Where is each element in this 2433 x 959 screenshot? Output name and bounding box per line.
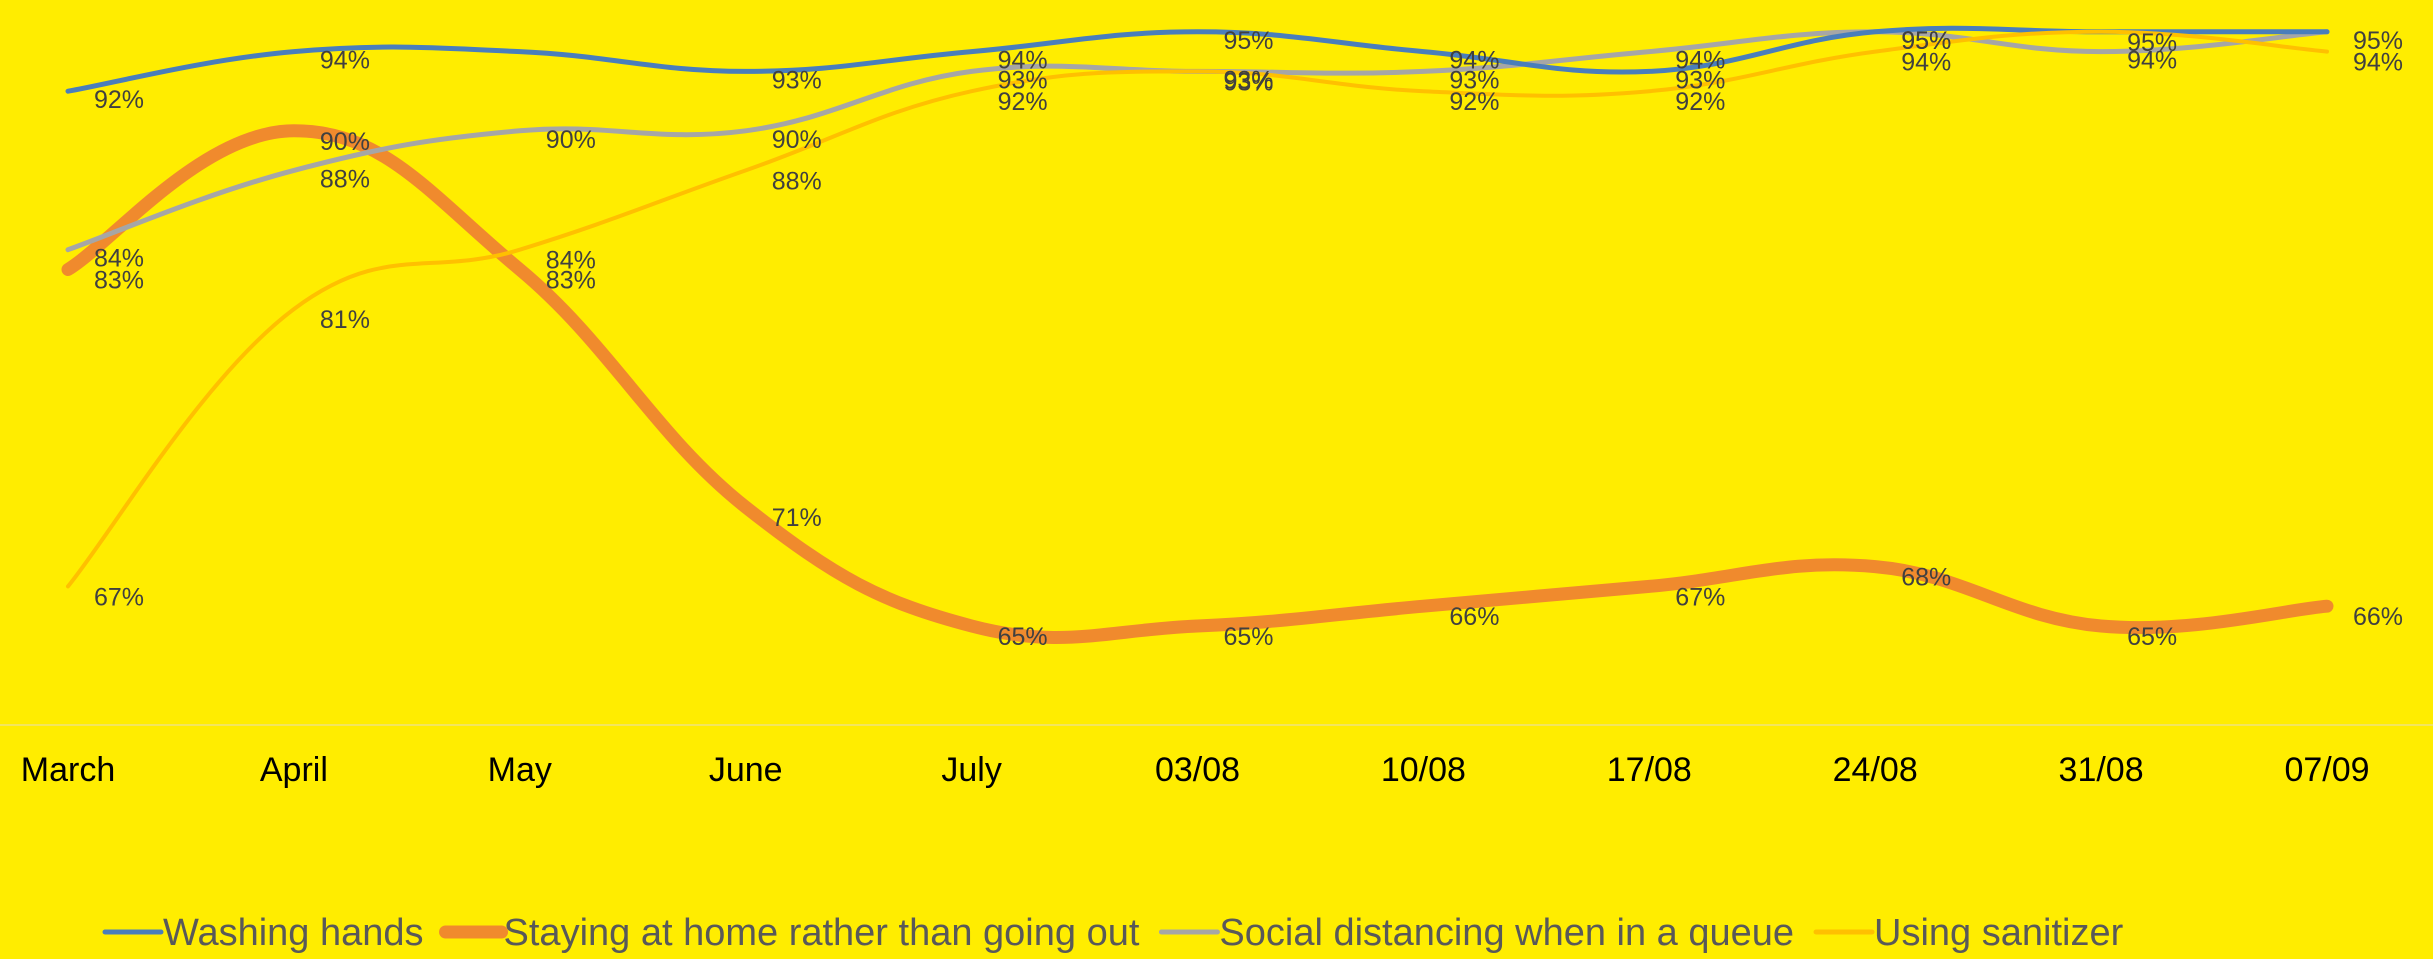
data-label-washing-hands: 95% bbox=[1224, 27, 1274, 55]
legend-item-staying-at-home-rather-than-going-out: Staying at home rather than going out bbox=[439, 912, 1140, 954]
x-tick-label: 07/09 bbox=[2284, 751, 2369, 789]
data-label-social-distancing-when-in-a-queue: 94% bbox=[2127, 47, 2177, 75]
legend: Washing hands Staying at home rather than… bbox=[102, 912, 2124, 954]
data-label-staying-at-home-rather-than-going-out: 68% bbox=[1901, 564, 1951, 592]
legend-label-washing-hands: Washing hands bbox=[163, 912, 424, 954]
data-label-washing-hands: 93% bbox=[772, 66, 822, 94]
data-label-using-sanitizer: 81% bbox=[320, 306, 370, 334]
data-label-staying-at-home-rather-than-going-out: 83% bbox=[546, 267, 596, 295]
data-label-using-sanitizer: 95% bbox=[2127, 29, 2177, 57]
data-label-social-distancing-when-in-a-queue: 90% bbox=[772, 126, 822, 154]
x-tick-label: 10/08 bbox=[1381, 751, 1466, 789]
data-label-washing-hands: 94% bbox=[1449, 47, 1499, 75]
x-tick-label: March bbox=[21, 751, 115, 789]
data-label-staying-at-home-rather-than-going-out: 67% bbox=[1675, 583, 1725, 611]
x-tick-label: May bbox=[488, 751, 552, 789]
x-tick-label: July bbox=[941, 751, 1001, 789]
data-label-using-sanitizer: 84% bbox=[546, 247, 596, 275]
data-label-washing-hands: 95% bbox=[1901, 27, 1951, 55]
data-label-using-sanitizer: 93% bbox=[1224, 68, 1274, 96]
legend-label-using-sanitizer: Using sanitizer bbox=[1874, 912, 2124, 954]
series-line-staying-at-home-rather-than-going-out bbox=[61, 124, 2334, 644]
legend-label-staying-at-home-rather-than-going-out: Staying at home rather than going out bbox=[504, 912, 1140, 954]
data-label-social-distancing-when-in-a-queue: 94% bbox=[1675, 47, 1725, 75]
data-label-social-distancing-when-in-a-queue: 84% bbox=[94, 245, 144, 273]
data-label-using-sanitizer: 88% bbox=[772, 167, 822, 195]
data-label-staying-at-home-rather-than-going-out: 71% bbox=[772, 504, 822, 532]
data-label-social-distancing-when-in-a-queue: 93% bbox=[998, 66, 1048, 94]
data-label-using-sanitizer: 92% bbox=[1449, 88, 1499, 116]
data-label-staying-at-home-rather-than-going-out: 66% bbox=[2353, 603, 2403, 631]
legend-item-washing-hands: Washing hands bbox=[102, 912, 424, 954]
x-tick-label: April bbox=[260, 751, 328, 789]
data-label-washing-hands: 92% bbox=[94, 86, 144, 114]
data-label-social-distancing-when-in-a-queue: 93% bbox=[1449, 66, 1499, 94]
data-label-using-sanitizer: 92% bbox=[1675, 88, 1725, 116]
data-label-social-distancing-when-in-a-queue: 95% bbox=[1901, 27, 1951, 55]
x-tick-labels: March April May June July 03/08 10/08 17/08 24/0… bbox=[21, 751, 2370, 789]
x-tick-label: 24/08 bbox=[1833, 751, 1918, 789]
x-tick-label: 31/08 bbox=[2059, 751, 2144, 789]
legend-item-using-sanitizer: Using sanitizer bbox=[1813, 912, 2124, 954]
data-label-washing-hands: 94% bbox=[998, 47, 1048, 75]
series-line-social-distancing-when-in-a-queue bbox=[65, 29, 2330, 253]
data-label-washing-hands: 94% bbox=[320, 47, 370, 75]
data-label-social-distancing-when-in-a-queue: 93% bbox=[1224, 66, 1274, 94]
data-label-staying-at-home-rather-than-going-out: 65% bbox=[2127, 623, 2177, 651]
data-label-staying-at-home-rather-than-going-out: 65% bbox=[1224, 623, 1274, 651]
data-label-using-sanitizer: 94% bbox=[1901, 49, 1951, 77]
data-labels: 92%94%93%94%95%94%93%95% 95%83%90%83%71%6… bbox=[94, 27, 2403, 651]
series-line-using-sanitizer bbox=[66, 29, 2329, 589]
legend-label-social-distancing-when-in-a-queue: Social distancing when in a queue bbox=[1219, 912, 1794, 954]
data-label-using-sanitizer: 94% bbox=[2353, 49, 2403, 77]
data-label-staying-at-home-rather-than-going-out: 90% bbox=[320, 128, 370, 156]
legend-item-social-distancing-when-in-a-queue: Social distancing when in a queue bbox=[1158, 912, 1794, 954]
data-label-using-sanitizer: 92% bbox=[998, 88, 1048, 116]
data-label-washing-hands: 95% bbox=[2353, 27, 2403, 55]
data-label-social-distancing-when-in-a-queue: 90% bbox=[546, 126, 596, 154]
data-label-staying-at-home-rather-than-going-out: 83% bbox=[94, 267, 144, 295]
data-label-social-distancing-when-in-a-queue: 88% bbox=[320, 165, 370, 193]
x-tick-label: June bbox=[709, 751, 783, 789]
data-label-washing-hands: 93% bbox=[1675, 66, 1725, 94]
data-label-staying-at-home-rather-than-going-out: 65% bbox=[998, 623, 1048, 651]
data-label-staying-at-home-rather-than-going-out: 66% bbox=[1449, 603, 1499, 631]
series-lines bbox=[61, 25, 2334, 644]
data-label-using-sanitizer: 67% bbox=[94, 583, 144, 611]
x-tick-label: 17/08 bbox=[1607, 751, 1692, 789]
x-tick-label: 03/08 bbox=[1155, 751, 1240, 789]
series-line-washing-hands bbox=[65, 25, 2330, 94]
